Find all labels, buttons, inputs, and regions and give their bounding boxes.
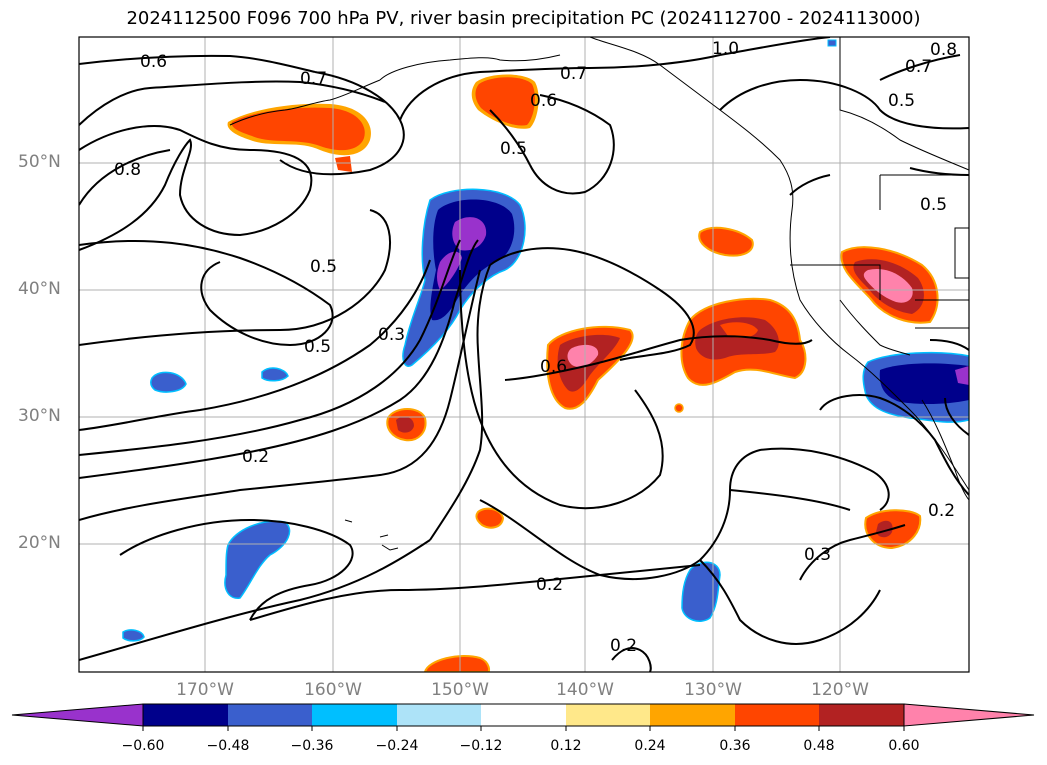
contour-label: 0.6: [540, 357, 567, 377]
contour-label: 0.6: [530, 91, 557, 111]
colorbar-tick-label: 0.48: [803, 738, 835, 754]
contour-label: 0.5: [920, 195, 947, 215]
colorbar-tick-label: −0.12: [459, 738, 503, 754]
colorbar-extend-high: [903, 703, 1035, 727]
contour-label: 0.7: [300, 69, 327, 89]
lon-label: 160°W: [304, 680, 362, 700]
contour-label: 0.2: [610, 636, 637, 656]
colorbar: [11, 703, 1035, 731]
coastlines: [229, 37, 969, 551]
contour-label: 0.2: [242, 447, 269, 467]
colorbar-segment: [650, 704, 735, 726]
contour-label: 0.8: [114, 160, 141, 180]
lon-label: 170°W: [176, 680, 234, 700]
lat-label: 30°N: [18, 406, 61, 426]
colorbar-extend-low: [11, 703, 144, 727]
colorbar-tick-label: 0.12: [550, 738, 582, 754]
contour-label: 0.5: [500, 139, 527, 159]
contour-label: 0.2: [536, 575, 563, 595]
lat-label: 50°N: [18, 152, 61, 172]
lat-label: 40°N: [18, 279, 61, 299]
colorbar-tick-label: 0.36: [719, 738, 751, 754]
colorbar-tick-label: −0.24: [375, 738, 419, 754]
colorbar-segment: [819, 704, 904, 726]
colorbar-segment: [481, 704, 566, 726]
contour-label: 0.8: [930, 40, 957, 60]
contour-label: 0.2: [928, 501, 955, 521]
contour-label: 0.6: [140, 52, 167, 72]
map-title: 2024112500 F096 700 hPa PV, river basin …: [126, 8, 921, 29]
map-gridlines: [79, 37, 969, 672]
contour-label: 0.7: [560, 64, 587, 84]
colorbar-tick-label: 0.24: [634, 738, 666, 754]
colorbar-segment: [397, 704, 481, 726]
contour-label: 0.5: [310, 257, 337, 277]
colorbar-segment: [143, 704, 228, 726]
colorbar-segment: [735, 704, 819, 726]
contour-label: 0.5: [304, 337, 331, 357]
colorbar-tick-label: −0.60: [121, 738, 165, 754]
contour-label: 0.3: [378, 325, 405, 345]
lon-label: 130°W: [684, 680, 742, 700]
contour-label: 0.5: [888, 91, 915, 111]
colorbar-segment: [566, 704, 650, 726]
colorbar-segment: [312, 704, 397, 726]
lat-label: 20°N: [18, 533, 61, 553]
contour-labels: 0.6 0.7 0.7 1.0 0.8 0.5 0.6 0.8 0.5 0.7 …: [114, 39, 957, 656]
lon-label: 150°W: [431, 680, 489, 700]
precip-negative-areas: [122, 39, 969, 642]
colorbar-tick-label: 0.60: [888, 738, 920, 754]
lon-label: 140°W: [556, 680, 614, 700]
map-frame: [78, 36, 970, 673]
pv-contours: [79, 37, 969, 672]
lon-label: 120°W: [811, 680, 869, 700]
map-background: [79, 37, 969, 672]
colorbar-segment: [228, 704, 312, 726]
contour-label: 1.0: [712, 39, 739, 59]
contour-label: 0.3: [804, 545, 831, 565]
contour-label: 0.7: [905, 57, 932, 77]
colorbar-tick-label: −0.48: [206, 738, 250, 754]
colorbar-tick-label: −0.36: [290, 738, 334, 754]
